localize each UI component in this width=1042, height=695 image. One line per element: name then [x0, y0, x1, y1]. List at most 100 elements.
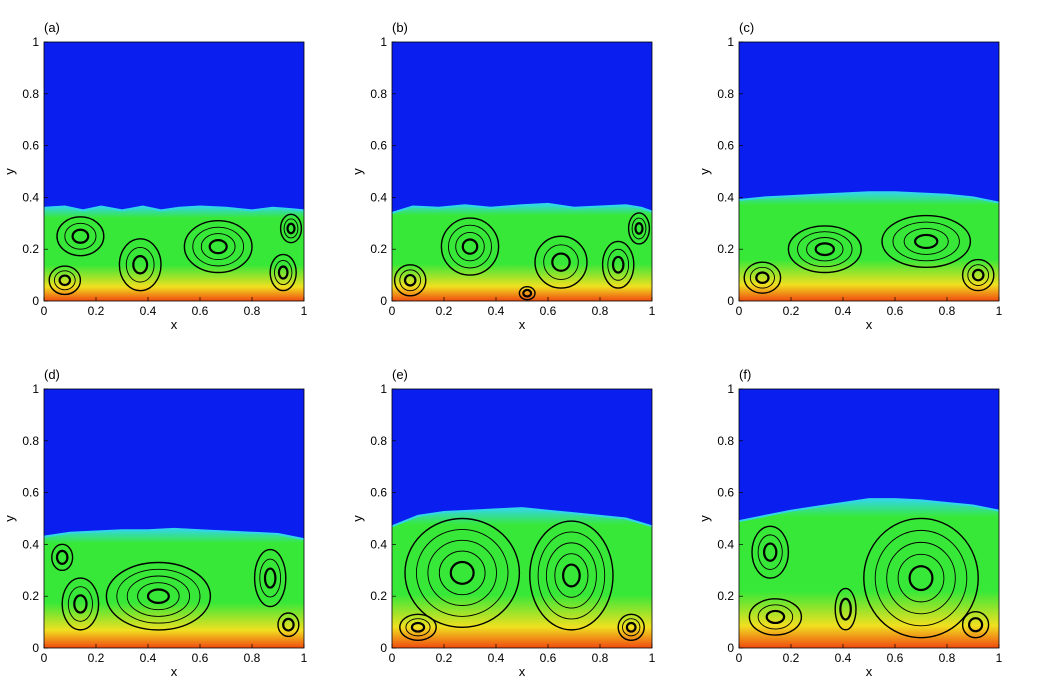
streamline	[914, 233, 939, 250]
streamline	[903, 227, 949, 255]
vortex	[743, 261, 782, 294]
streamline	[634, 222, 644, 235]
vortex	[51, 543, 74, 572]
streamline	[73, 594, 88, 614]
x-tick-label: 0.8	[592, 651, 609, 665]
streamline	[132, 255, 149, 275]
x-tick-label: 0.2	[88, 304, 105, 318]
y-tick-label: 0.8	[370, 434, 387, 448]
y-tick-label: 0.4	[717, 190, 734, 204]
plot-area	[739, 389, 999, 648]
streamline	[797, 231, 853, 268]
y-tick-label: 0	[32, 641, 39, 655]
y-tick-label: 0.8	[22, 87, 39, 101]
y-tick-label: 0.4	[370, 190, 387, 204]
x-axis-label: x	[519, 664, 526, 679]
y-tick-label: 0.6	[22, 139, 39, 153]
streamline	[892, 221, 960, 262]
y-axis-label: y	[2, 515, 17, 522]
streamline	[53, 270, 76, 291]
y-tick-label: 0.4	[22, 537, 39, 551]
y-tick-label: 0.2	[22, 589, 39, 603]
streamline	[116, 568, 201, 624]
streamline	[749, 266, 775, 289]
streamline	[283, 218, 299, 239]
streamline	[399, 613, 437, 641]
streamline	[393, 264, 427, 297]
streamline	[522, 288, 533, 298]
y-tick-label: 1	[32, 35, 39, 49]
y-tick-label: 0.8	[717, 87, 734, 101]
x-tick-label: 0.6	[540, 651, 557, 665]
vortex	[277, 612, 300, 638]
interface-line	[739, 498, 999, 523]
streamline	[399, 269, 422, 292]
streamline	[971, 268, 985, 282]
interface-line	[392, 202, 652, 214]
y-tick-label: 0.8	[370, 87, 387, 101]
y-tick-label: 1	[32, 382, 39, 396]
streamline	[64, 222, 97, 250]
x-tick-label: 0.8	[939, 304, 956, 318]
streamline	[627, 212, 651, 245]
x-tick-label: 0.6	[540, 304, 557, 318]
x-axis-label: x	[171, 317, 178, 332]
streamline	[105, 561, 212, 631]
vortex	[863, 517, 979, 639]
streamline	[814, 242, 836, 257]
streamline	[763, 542, 778, 562]
plot-area	[392, 42, 652, 301]
lower-fluid-region	[739, 192, 999, 301]
streamline	[449, 560, 475, 585]
lower-fluid-region	[392, 203, 652, 301]
y-tick-label: 0.2	[22, 242, 39, 256]
y-tick-label: 0.6	[370, 139, 387, 153]
x-tick-label: 1	[996, 304, 1003, 318]
x-tick-label: 0.2	[88, 651, 105, 665]
streamline	[787, 225, 862, 274]
streamline	[404, 517, 521, 628]
streamline	[263, 567, 277, 589]
vortex	[279, 213, 303, 244]
streamline	[529, 520, 614, 631]
streamline	[886, 541, 956, 615]
streamline	[137, 582, 180, 611]
vortex	[627, 212, 651, 245]
panel-label: (a)	[44, 20, 60, 35]
x-tick-label: 0.2	[783, 304, 800, 318]
y-axis-label: y	[697, 515, 712, 522]
y-tick-label: 0.2	[717, 589, 734, 603]
plot-area	[392, 389, 652, 648]
y-tick-label: 1	[380, 382, 387, 396]
y-axis-label: y	[2, 168, 17, 175]
y-tick-label: 0.6	[717, 486, 734, 500]
streamline	[743, 261, 782, 294]
y-axis-label: y	[697, 168, 712, 175]
interface-line	[739, 191, 999, 204]
vortex	[440, 217, 500, 276]
streamline	[625, 621, 637, 633]
streamline	[118, 238, 162, 292]
streamline	[551, 252, 571, 272]
y-tick-label: 0.2	[370, 242, 387, 256]
streamline	[274, 259, 293, 286]
vortex	[269, 253, 297, 292]
x-axis-label: x	[866, 664, 873, 679]
vortex	[961, 258, 995, 292]
streamline	[146, 588, 170, 604]
vortex	[534, 235, 588, 289]
vortex	[961, 610, 990, 639]
streamline	[61, 577, 100, 631]
lower-fluid-region	[44, 528, 304, 648]
streamline	[405, 618, 431, 637]
panel-f: 00 0.2 0.2 0.4 0.4 0.6 0.6 0.8 0.8 1 1 x y (f)	[697, 367, 1003, 679]
panel-label: (b)	[392, 20, 408, 35]
streamline	[863, 517, 979, 639]
streamline	[51, 543, 74, 572]
vortex	[529, 520, 614, 631]
vortex	[617, 613, 645, 641]
panel-c: 00 0.2 0.2 0.4 0.4 0.6 0.6 0.8 0.8 1 1 x y (c)	[697, 20, 1003, 332]
x-tick-label: 0.6	[887, 651, 904, 665]
x-tick-label: 1	[996, 651, 1003, 665]
y-tick-label: 0.6	[717, 139, 734, 153]
